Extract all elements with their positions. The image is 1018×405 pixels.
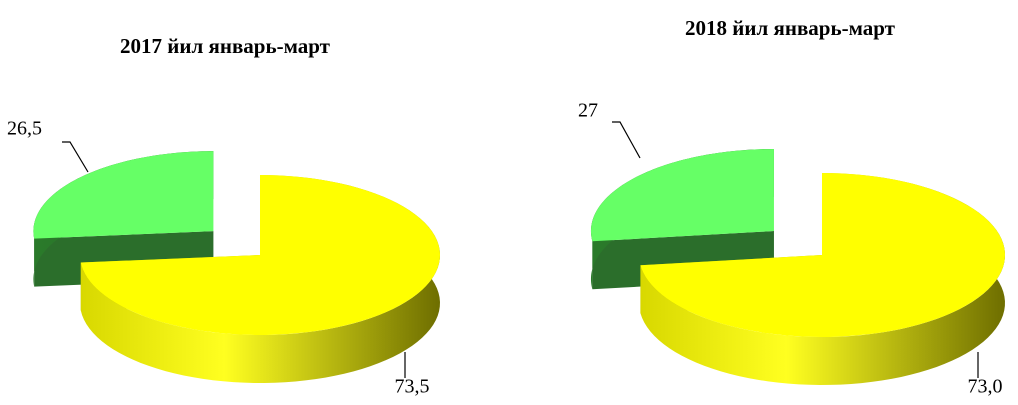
slice: [80, 175, 441, 336]
slice: [640, 173, 1005, 337]
slice: [33, 151, 214, 239]
leader-line: [612, 121, 641, 159]
data-label: 73,5: [395, 376, 430, 398]
data-label: 27: [578, 100, 598, 122]
slice: [590, 149, 774, 242]
data-label: 26,5: [7, 118, 42, 140]
leader-line: [62, 141, 89, 173]
data-label: 73,0: [968, 376, 1003, 398]
chart-title: 2017 йил январь-март: [120, 34, 331, 58]
chart-title: 2018 йил январь-март: [685, 16, 896, 40]
